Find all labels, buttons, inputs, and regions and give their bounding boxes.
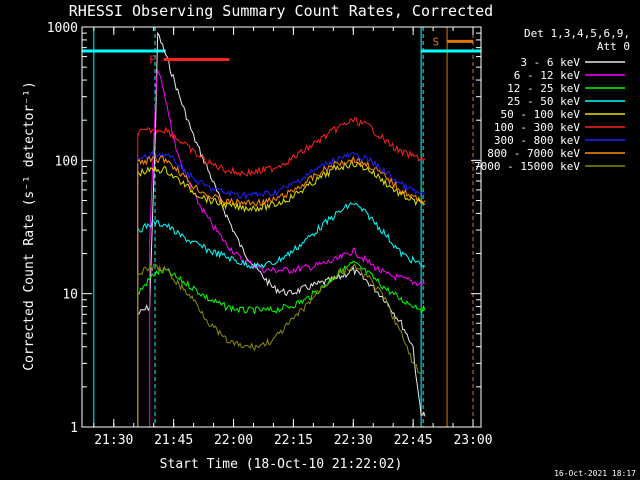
y-tick-label: 100 (55, 154, 78, 169)
y-tick-label: 10 (62, 288, 78, 303)
x-tick-label: 22:15 (274, 433, 313, 448)
legend-label: 12 - 25 keV (507, 82, 580, 95)
x-tick-label: 22:30 (334, 433, 373, 448)
legend-label: 6 - 12 keV (514, 69, 581, 82)
y-tick-label: 1000 (47, 21, 78, 36)
guide-lines (82, 27, 481, 427)
x-tick-label: 21:30 (94, 433, 133, 448)
legend-label: 3 - 6 keV (520, 56, 580, 69)
series-group (137, 31, 426, 427)
series-line (137, 260, 426, 314)
plot-frame (81, 26, 482, 428)
x-axis-label: Start Time (18-Oct-10 21:22:02) (160, 457, 403, 472)
timestamp-footer: 16-Oct-2021 18:17 (554, 469, 636, 478)
series-line (137, 158, 426, 213)
series-line (137, 150, 426, 201)
legend-label: 25 - 50 keV (507, 95, 580, 108)
series-line (137, 117, 426, 177)
series-line (137, 155, 426, 208)
legend-label: 50 - 100 keV (501, 108, 581, 121)
axis-ticks: 21:30 21:45 22:00 22:15 22:30 22:45 23:00 1 10 10… (47, 21, 493, 448)
y-axis-label: Corrected Count Rate (s⁻¹ detector⁻¹) (22, 81, 37, 371)
series-line (137, 31, 426, 417)
legend-header: Det 1,3,4,5,6,9, (524, 27, 630, 40)
series-line (137, 202, 426, 270)
legend-label: 800 - 7000 keV (487, 147, 580, 160)
chart-title: RHESSI Observing Summary Count Rates, Co… (69, 2, 493, 20)
legend-header: Att 0 (597, 40, 630, 53)
series-line (137, 262, 422, 375)
x-tick-label: 23:00 (453, 433, 492, 448)
legend-label: 300 - 800 keV (494, 134, 580, 147)
legend-label: 100 - 300 keV (494, 121, 580, 134)
y-tick-label: 1 (70, 421, 78, 436)
flag-label: S (432, 35, 439, 48)
x-tick-label: 22:00 (214, 433, 253, 448)
x-tick-label: 22:45 (394, 433, 433, 448)
legend-label: 7000 - 15000 keV (474, 160, 580, 173)
flag-bars: FS (149, 35, 474, 67)
x-tick-label: 21:45 (154, 433, 193, 448)
flag-label: F (149, 54, 156, 67)
